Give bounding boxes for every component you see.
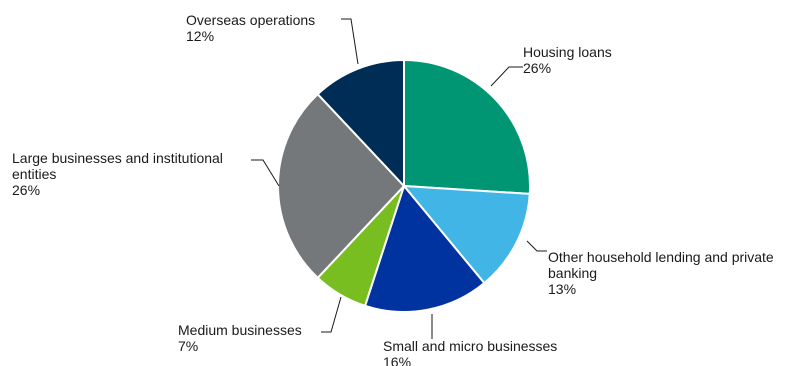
- pie-slice: [401, 184, 531, 285]
- pie-slice: [277, 92, 406, 280]
- slice-name-label: Small and micro businesses: [383, 338, 557, 354]
- slice-label: Medium businesses 7%: [178, 322, 302, 354]
- slice-value-label: 12%: [186, 28, 214, 44]
- pie-slice: [363, 183, 486, 313]
- slice-value-label: 16%: [383, 354, 411, 366]
- leader-line: [341, 18, 359, 65]
- slice-name-label: Overseas operations: [186, 12, 315, 28]
- slice-name-label: banking: [548, 265, 597, 281]
- pie-slice: [316, 58, 405, 189]
- slice-value-label: 26%: [523, 60, 551, 76]
- slice-name-label: entities: [12, 166, 56, 182]
- slice-value-label: 13%: [548, 281, 576, 297]
- slice-name-label: Medium businesses: [178, 322, 302, 338]
- slice-label: Large businesses and institutional entiti…: [12, 150, 223, 198]
- slice-value-label: 7%: [178, 338, 198, 354]
- slice-value-label: 26%: [12, 182, 40, 198]
- leader-lines: [251, 18, 547, 339]
- leader-line: [526, 240, 547, 252]
- slice-label: Small and micro businesses 16%: [383, 338, 557, 366]
- slice-label: Housing loans 26%: [523, 44, 612, 76]
- slice-label: Overseas operations 12%: [186, 12, 315, 44]
- leader-line: [251, 159, 280, 187]
- slice-labels: Housing loans 26%Other household lending …: [12, 12, 774, 366]
- pie-slice: [403, 58, 531, 195]
- leader-line: [490, 66, 523, 87]
- pie-slices: [277, 58, 531, 313]
- slice-name-label: Large businesses and institutional: [12, 150, 223, 166]
- slice-name-label: Housing loans: [523, 44, 612, 60]
- leader-line: [321, 296, 342, 333]
- slice-label: Other household lending and private banki…: [548, 249, 774, 297]
- slice-name-label: Other household lending and private: [548, 249, 774, 265]
